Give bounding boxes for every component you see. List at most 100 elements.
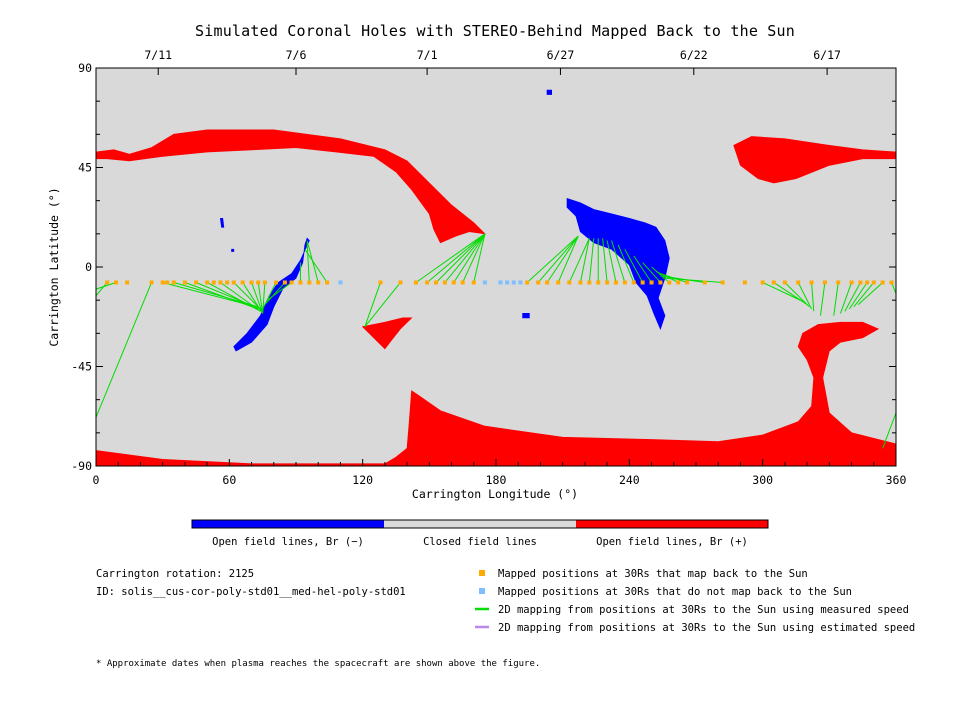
- top-date-label-2: 7/1: [417, 48, 438, 62]
- mapping-line-0: [95, 282, 108, 297]
- mapped-point-70: [865, 280, 870, 285]
- x-tick-label-360: 360: [886, 473, 907, 487]
- negative-open-region-7: [231, 248, 235, 252]
- mapping-line-30: [526, 235, 579, 283]
- mapped-point-16: [256, 280, 261, 285]
- mapped-point-57: [685, 280, 690, 285]
- coronal-hole-regions: [95, 89, 897, 467]
- mapped-point-4: [160, 280, 165, 285]
- x-tick-label-0: 0: [93, 473, 100, 487]
- mapping-line-22: [364, 282, 401, 328]
- colorbar-frame: [191, 519, 769, 529]
- mapped-point-26: [378, 280, 383, 285]
- mapping-line-33: [557, 235, 579, 283]
- mapped-point-45: [578, 280, 583, 285]
- mapping-line-2: [95, 282, 153, 418]
- map-plot-area: [95, 67, 897, 467]
- mapped-point-2: [125, 280, 130, 285]
- mapped-point-73: [889, 280, 894, 285]
- mapped-point-23: [316, 280, 321, 285]
- mapping-line-27: [453, 233, 486, 283]
- x-axis-label: Carrington Longitude (°): [412, 487, 578, 501]
- mapped-point-22: [307, 280, 312, 285]
- mapping-line-54: [811, 282, 815, 312]
- top-date-label-1: 7/6: [286, 48, 307, 62]
- mapped-point-28: [414, 280, 418, 285]
- mapping-line-24: [426, 233, 486, 283]
- mapped-point-9: [205, 280, 210, 285]
- y-tick-label-4: -90: [71, 459, 92, 473]
- unmapped-point-25: [338, 280, 343, 285]
- mapped-point-31: [442, 280, 447, 285]
- footnote: * Approximate dates when plasma reaches …: [96, 659, 540, 669]
- x-tick-label-60: 60: [222, 473, 236, 487]
- chart-title: Simulated Coronal Holes with STEREO-Behi…: [195, 22, 795, 40]
- mapped-point-29: [425, 280, 430, 285]
- mapped-point-65: [809, 280, 814, 285]
- unmapped-point-37: [505, 280, 510, 285]
- mapped-point-48: [605, 280, 610, 285]
- mapped-point-72: [880, 280, 885, 285]
- mapped-point-66: [822, 280, 827, 285]
- mapped-point-58: [702, 280, 707, 285]
- mapped-point-67: [836, 280, 841, 285]
- mapped-point-11: [218, 280, 223, 285]
- mapping-line-26: [444, 233, 486, 283]
- legend-marker-1: [479, 588, 485, 594]
- mapping-line-29: [473, 233, 486, 283]
- mapping-line-55: [819, 282, 826, 316]
- mapping-line-39: [606, 240, 617, 283]
- y-axis-label: Carrington Latitude (°): [47, 187, 61, 346]
- y-tick-label-1: 45: [78, 161, 92, 175]
- unmapped-point-38: [511, 280, 516, 285]
- colorbar-label-1: Closed field lines: [423, 536, 537, 548]
- mapping-line-23: [415, 233, 486, 283]
- top-date-label-4: 6/22: [680, 48, 708, 62]
- mapping-line-57: [839, 282, 853, 314]
- mapping-line-32: [546, 235, 579, 283]
- closed-field-background: [96, 68, 896, 466]
- mapped-point-43: [556, 280, 561, 285]
- axes: 0 60 120 180 240 300 360 90 45 0 -45 -90 7/11 7/6 7/1 6…: [71, 48, 906, 487]
- mapping-line-6: [195, 282, 261, 310]
- mapped-point-53: [649, 280, 654, 285]
- mapped-point-14: [240, 280, 245, 285]
- mapped-point-46: [587, 280, 592, 285]
- mapping-line-21: [364, 282, 381, 327]
- mapped-point-15: [249, 280, 254, 285]
- mapping-line-1: [95, 282, 117, 290]
- mapping-line-28: [462, 233, 486, 283]
- mapping-line-35: [579, 238, 590, 283]
- colorbar-segment-0: [192, 520, 384, 528]
- mapped-point-63: [782, 280, 787, 285]
- mapped-point-12: [225, 280, 230, 285]
- mapping-line-43: [633, 255, 652, 283]
- mapping-line-25: [435, 233, 486, 283]
- mapped-point-0: [105, 280, 110, 285]
- mapped-point-34: [471, 280, 476, 285]
- mapped-point-62: [771, 280, 776, 285]
- mapped-point-13: [231, 280, 236, 285]
- mapped-point-40: [525, 280, 530, 285]
- mapping-line-15: [264, 282, 286, 305]
- legend-marker-0: [479, 570, 485, 576]
- mapping-line-51: [773, 282, 808, 306]
- colorbar-label-0: Open field lines, Br (−): [212, 536, 364, 548]
- mapped-point-27: [398, 280, 403, 285]
- mapping-line-41: [617, 244, 635, 283]
- top-date-label-3: 6/27: [547, 48, 575, 62]
- legend: Mapped positions at 30Rs that map back t…: [475, 568, 915, 634]
- mapped-point-55: [667, 280, 672, 285]
- mapped-point-69: [858, 280, 863, 285]
- mapping-line-58: [844, 282, 861, 312]
- mapping-line-16: [266, 282, 292, 301]
- mapping-line-50: [762, 282, 806, 303]
- mapped-point-33: [460, 280, 465, 285]
- model-id: ID: solis__cus-cor-poly-std01__med-hel-p…: [96, 586, 406, 598]
- mapped-point-68: [849, 280, 854, 285]
- mapped-point-47: [596, 280, 601, 285]
- mapping-line-20: [304, 249, 328, 283]
- mapping-line-40: [611, 240, 626, 283]
- mapping-line-61: [857, 282, 884, 305]
- mapped-point-5: [165, 280, 170, 285]
